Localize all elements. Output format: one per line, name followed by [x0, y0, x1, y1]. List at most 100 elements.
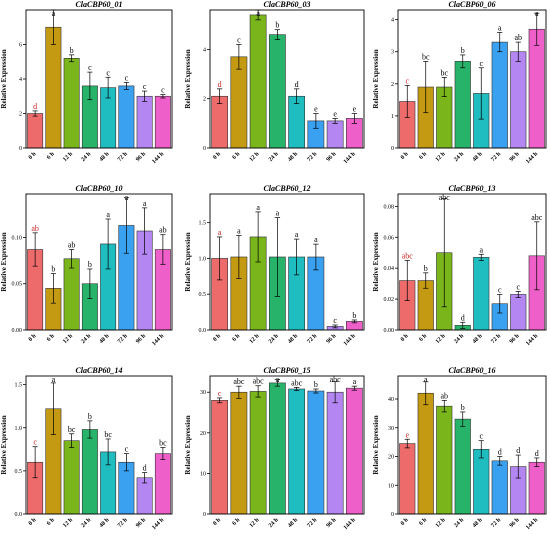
- x-tick-label: 48 h: [472, 517, 484, 529]
- y-tick-label: 0: [203, 146, 206, 152]
- y-tick-label: 3: [391, 50, 394, 56]
- chart-panel: ClaCBP60_14 Relative Expression 0.0 0.5 1.0 1…: [0, 366, 173, 531]
- x-tick-label: 144 h: [343, 517, 357, 531]
- bar: [230, 56, 248, 149]
- x-tick-label: 96 h: [509, 333, 521, 345]
- significance-label: b: [314, 380, 318, 389]
- significance-label: a: [143, 199, 147, 208]
- bar: [45, 26, 62, 149]
- chart-title: ClaCBP60_15: [263, 366, 310, 375]
- significance-label: abc: [330, 375, 342, 384]
- bar: [288, 95, 306, 149]
- bar: [268, 34, 286, 149]
- x-tick-label: 24 h: [453, 151, 465, 163]
- y-tick-label: 0: [391, 146, 394, 152]
- y-tick-label: 1.5: [199, 221, 207, 227]
- significance-label: abc: [531, 213, 543, 222]
- bar: [454, 418, 471, 515]
- chart-title: ClaCBP60_01: [75, 0, 122, 9]
- bar: [118, 85, 135, 149]
- chart-panel: ClaCBP60_13 Relative Expression 0.00 0.02 0.…: [372, 184, 547, 347]
- significance-label: a: [498, 23, 502, 32]
- y-tick-label: 40: [388, 397, 394, 403]
- bar: [230, 391, 248, 515]
- bar: [63, 440, 80, 515]
- significance-label: abc: [402, 251, 414, 260]
- x-tick-label: 24 h: [453, 333, 465, 345]
- significance-label: c: [125, 445, 129, 454]
- x-tick-label: 144 h: [525, 333, 539, 347]
- plot-frame: [209, 375, 365, 515]
- bar: [454, 61, 471, 149]
- y-axis-label: Relative Expression: [372, 232, 380, 291]
- significance-label: a: [424, 375, 428, 384]
- x-tick-label: 96 h: [509, 151, 521, 163]
- plot-frame: [397, 193, 547, 331]
- y-tick-label: 10: [388, 483, 394, 489]
- y-tick-label: 2: [203, 97, 206, 103]
- significance-label: a: [52, 375, 56, 384]
- chart-title: ClaCBP60_12: [263, 184, 310, 193]
- chart-title: ClaCBP60_16: [448, 366, 495, 375]
- y-tick-label: 1.0: [15, 426, 23, 432]
- plot-frame: [25, 375, 173, 515]
- y-tick-label: 0.06: [384, 235, 395, 241]
- significance-label: c: [143, 82, 147, 91]
- significance-label: b: [70, 46, 74, 55]
- bar: [249, 14, 267, 149]
- bar: [154, 95, 171, 149]
- significance-label: b: [275, 21, 279, 30]
- y-tick-label: 20: [200, 431, 206, 437]
- y-tick-label: 1.5: [15, 383, 23, 389]
- x-tick-label: 12 h: [62, 151, 74, 163]
- x-tick-label: 96 h: [135, 517, 147, 529]
- x-tick-label: 72 h: [117, 333, 129, 345]
- significance-label: e: [353, 105, 357, 114]
- bar: [436, 405, 453, 515]
- significance-label: a: [276, 209, 280, 218]
- significance-label: e: [405, 430, 409, 439]
- significance-label: a: [314, 235, 318, 244]
- x-tick-label: 12 h: [249, 517, 261, 529]
- y-tick-label: 0.0: [15, 512, 23, 518]
- x-tick-label: 6 h: [418, 517, 428, 527]
- y-tick-label: 0.5: [15, 469, 23, 475]
- significance-label: d: [535, 449, 539, 458]
- significance-label: d: [295, 80, 299, 89]
- y-tick-label: 1: [391, 114, 394, 120]
- x-tick-label: 0 h: [28, 151, 38, 161]
- significance-label: b: [51, 265, 55, 274]
- x-tick-label: 24 h: [268, 151, 280, 163]
- significance-label: b: [461, 403, 465, 412]
- bar: [249, 391, 267, 515]
- x-tick-label: 144 h: [525, 151, 539, 165]
- x-tick-label: 12 h: [435, 333, 447, 345]
- x-tick-label: 72 h: [490, 151, 502, 163]
- x-tick-label: 12 h: [435, 151, 447, 163]
- x-tick-label: 6 h: [46, 333, 56, 343]
- significance-label: ab: [514, 33, 522, 42]
- bar: [326, 391, 344, 515]
- x-tick-label: 96 h: [509, 517, 521, 529]
- x-tick-label: 12 h: [62, 517, 74, 529]
- y-tick-label: 4: [19, 77, 22, 83]
- x-tick-label: 6 h: [232, 151, 242, 161]
- plot-frame: [25, 9, 173, 149]
- x-tick-label: 6 h: [46, 517, 56, 527]
- significance-label: c: [479, 59, 483, 68]
- y-tick-label: 10: [200, 471, 206, 477]
- y-axis-label: Relative Expression: [184, 415, 192, 474]
- significance-label: a: [295, 230, 299, 239]
- x-tick-label: 0 h: [212, 333, 222, 343]
- y-tick-label: 4: [391, 18, 394, 24]
- significance-label: c: [333, 316, 337, 325]
- significance-label: e: [333, 109, 337, 118]
- x-tick-label: 24 h: [80, 333, 92, 345]
- bar: [136, 95, 153, 149]
- chart-panel: ClaCBP60_06 Relative Expression 0 1 2 3 4 c 0 h b…: [372, 0, 547, 165]
- chart-title: ClaCBP60_10: [75, 184, 122, 193]
- x-tick-label: 48 h: [472, 333, 484, 345]
- chart-panel: ClaCBP60_03 Relative Expression 0 2 4 d 0 h c 6 …: [184, 0, 365, 165]
- x-tick-label: 12 h: [62, 333, 74, 345]
